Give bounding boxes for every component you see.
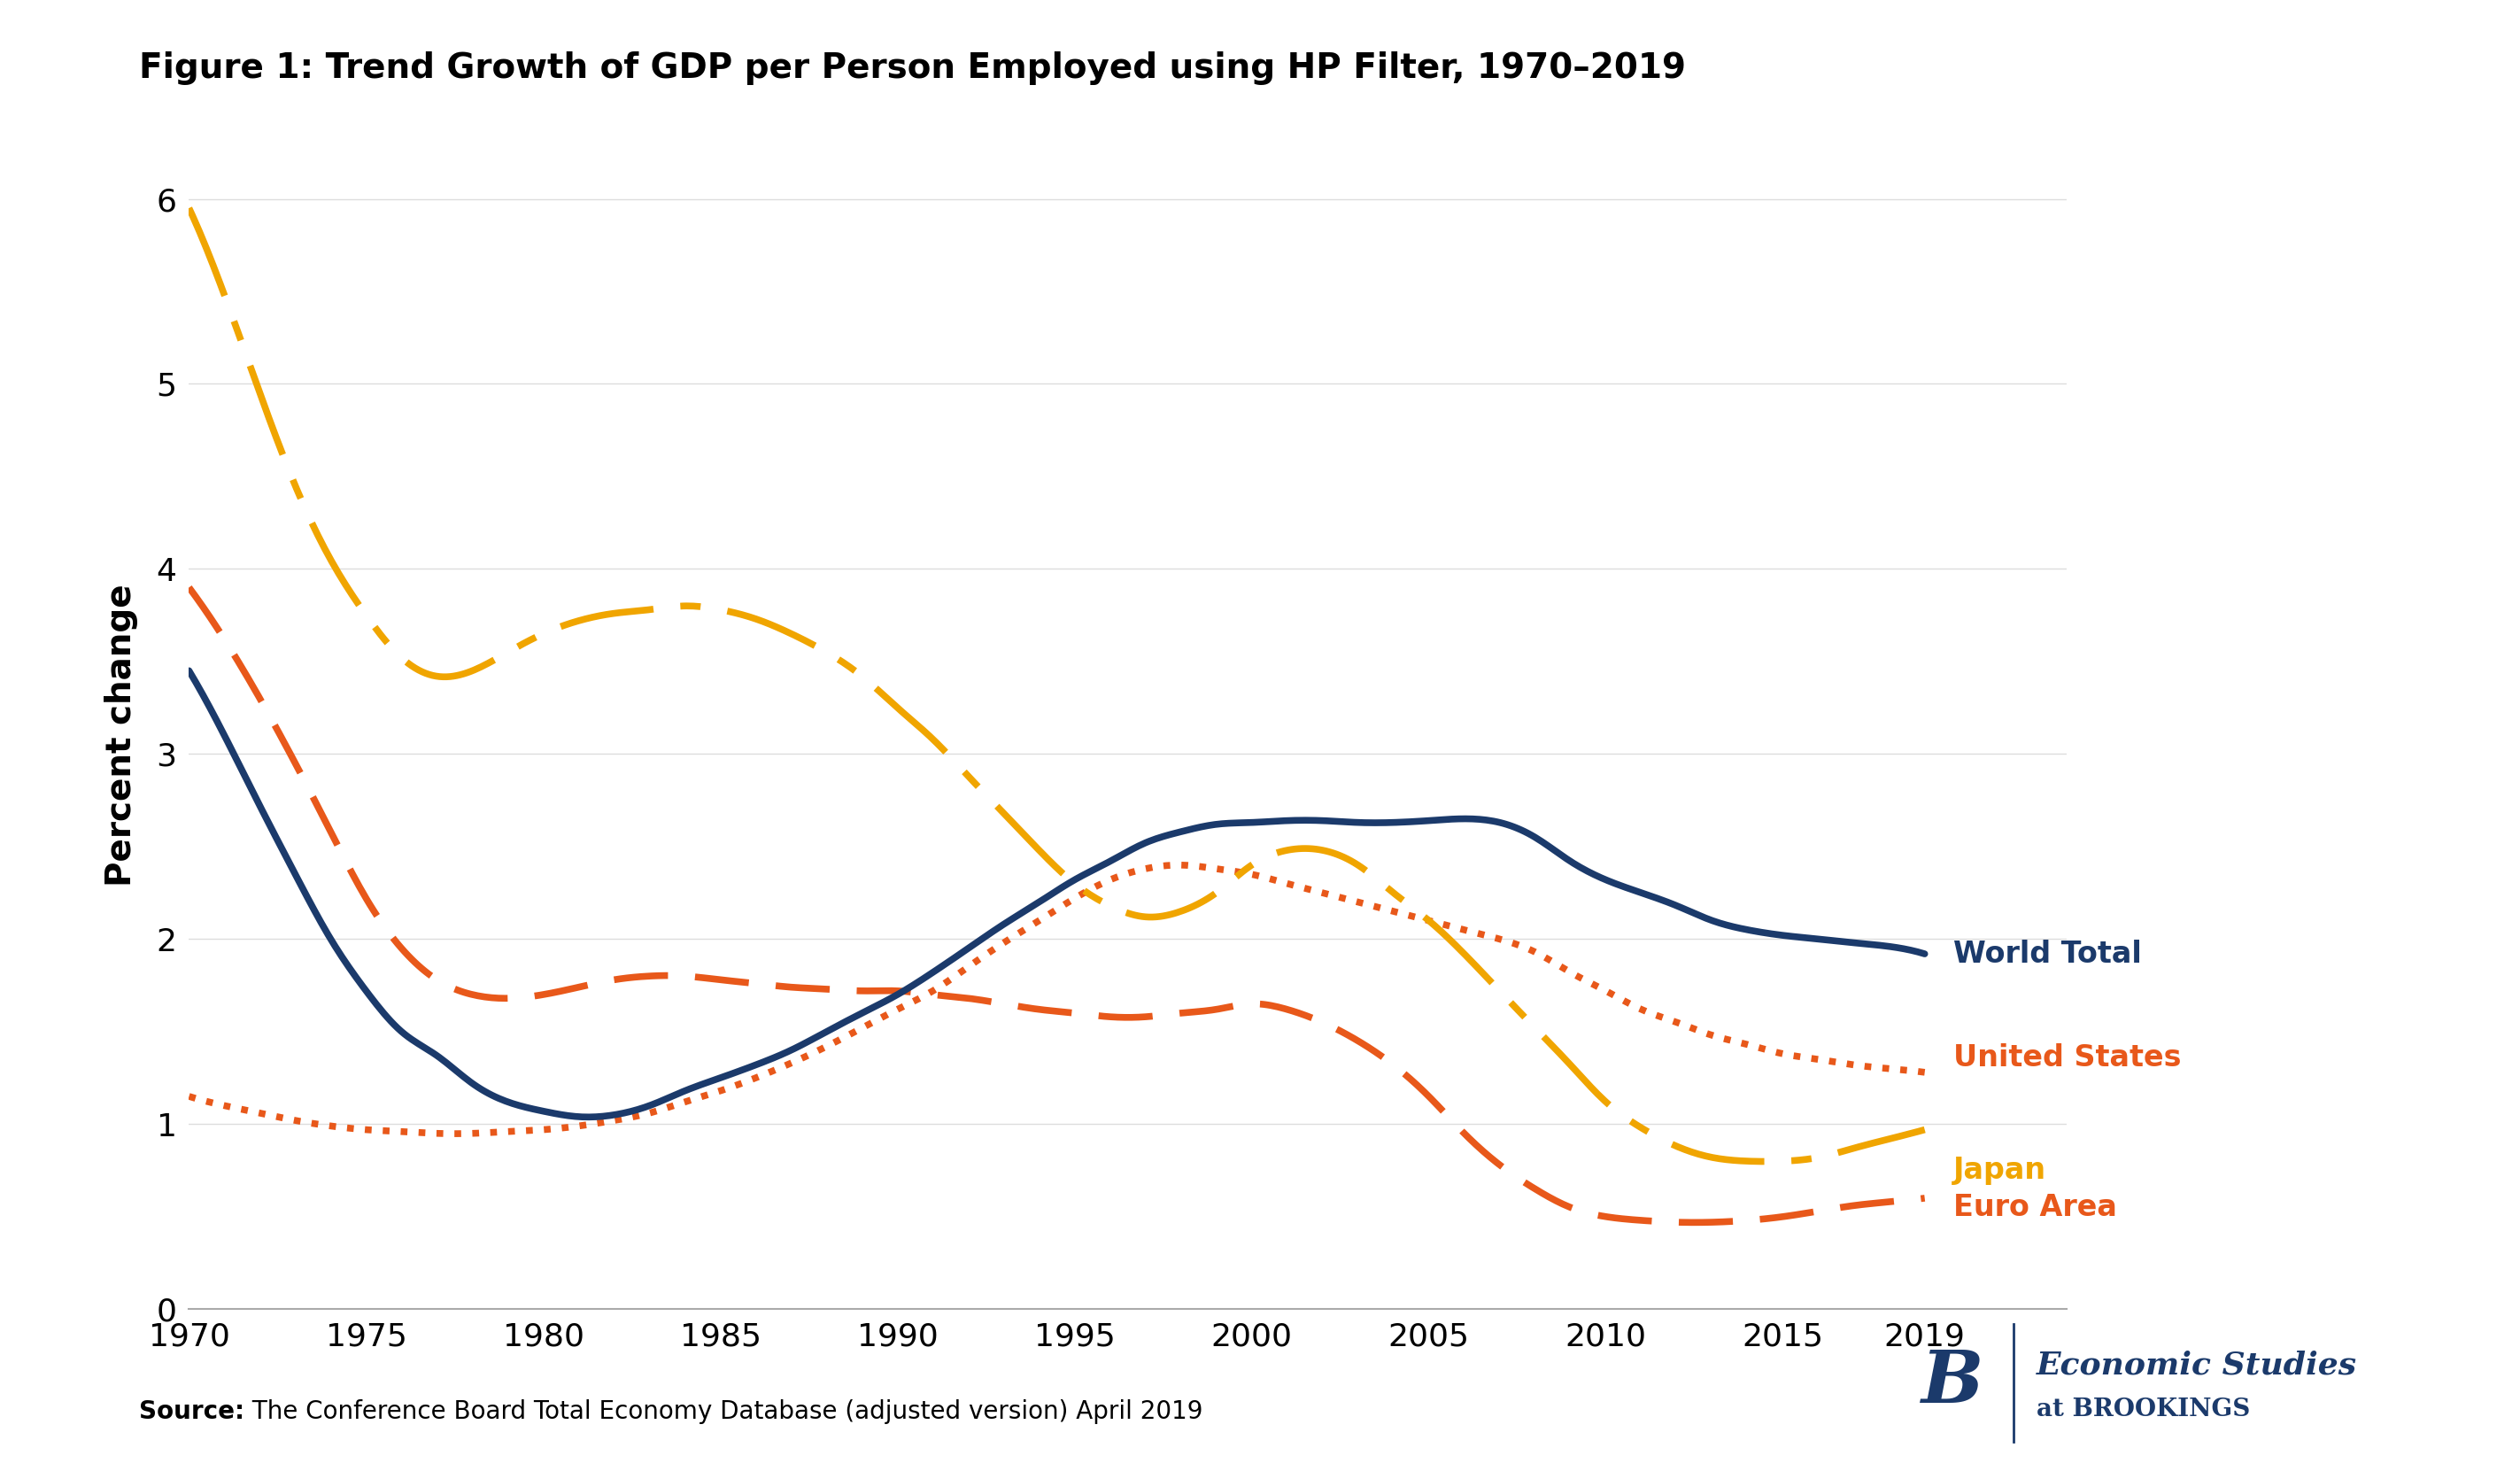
Text: Economic Studies: Economic Studies <box>2036 1350 2356 1380</box>
Text: The Conference Board Total Economy Database (adjusted version) April 2019: The Conference Board Total Economy Datab… <box>244 1399 1202 1424</box>
Text: Figure 1: Trend Growth of GDP per Person Employed using HP Filter, 1970–2019: Figure 1: Trend Growth of GDP per Person… <box>139 51 1686 85</box>
Text: Source:: Source: <box>139 1399 244 1424</box>
Text: Euro Area: Euro Area <box>1953 1193 2117 1222</box>
Text: World Total: World Total <box>1953 940 2142 968</box>
Text: United States: United States <box>1953 1043 2180 1072</box>
Y-axis label: Percent change: Percent change <box>103 584 139 887</box>
Text: Japan: Japan <box>1953 1156 2046 1186</box>
Text: B: B <box>1923 1347 1983 1418</box>
Text: at BROOKINGS: at BROOKINGS <box>2036 1397 2250 1421</box>
